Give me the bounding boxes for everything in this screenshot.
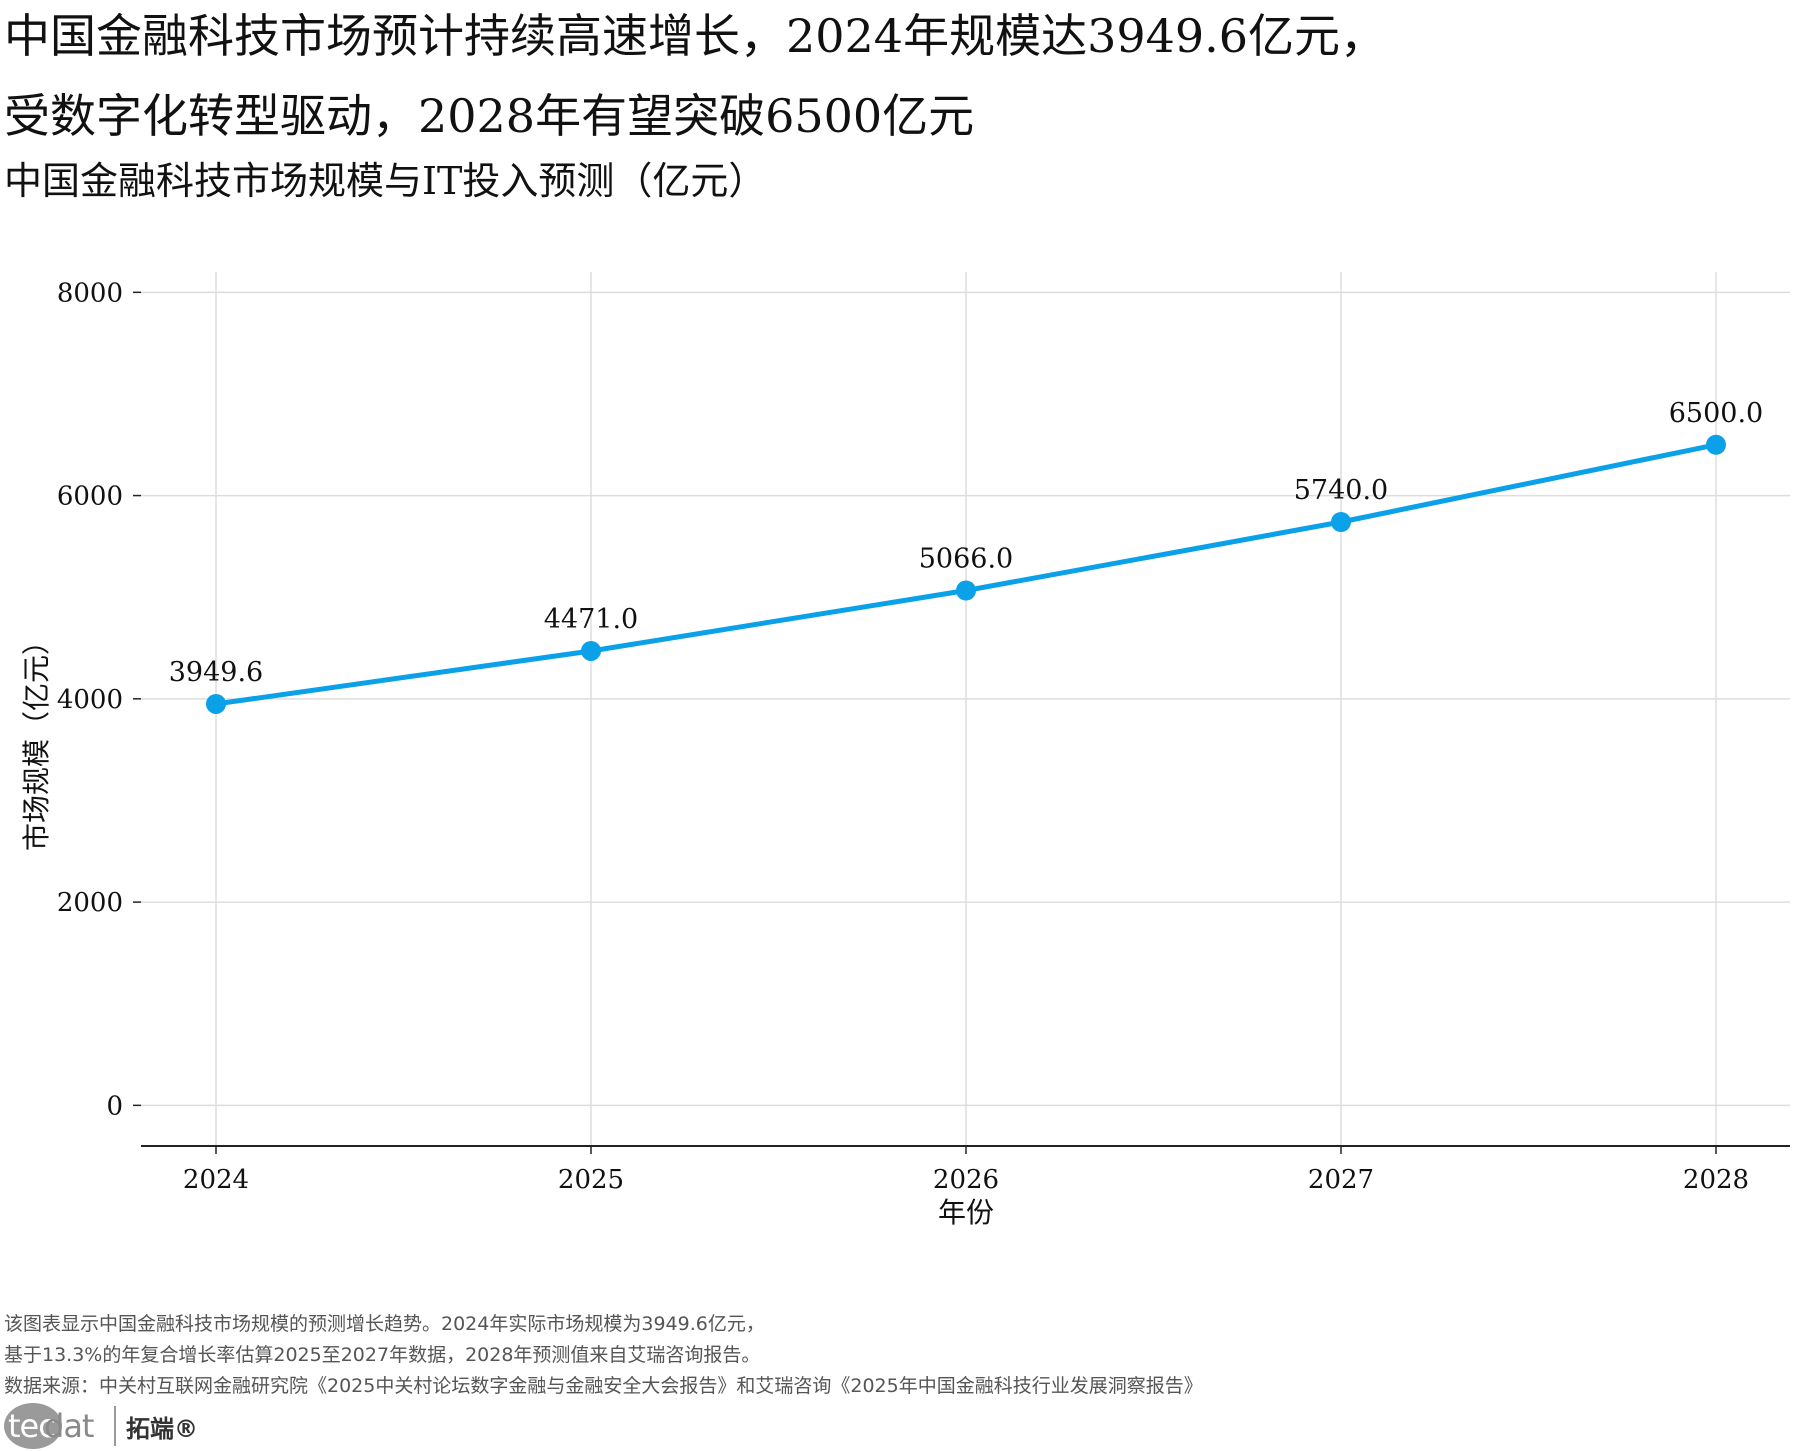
logo-divider — [114, 1406, 116, 1446]
x-tick-label: 2028 — [1683, 1165, 1749, 1195]
data-labels: 3949.6 4471.0 5066.0 5740.0 6500.0 — [169, 398, 1763, 688]
data-label: 5066.0 — [919, 544, 1013, 575]
y-tick-label: 2000 — [57, 888, 123, 918]
data-point — [1331, 512, 1351, 533]
data-label: 5740.0 — [1294, 475, 1388, 506]
headline-line-1: 中国金融科技市场预计持续高速增长，2024年规模达3949.6亿元， — [4, 9, 1387, 63]
tecdat-logo-icon: tec dat — [4, 1403, 94, 1449]
data-label: 6500.0 — [1669, 398, 1763, 429]
grid-lines — [141, 272, 1790, 1146]
x-tick-label: 2024 — [183, 1165, 249, 1195]
axes: 0 2000 4000 6000 8000 2024 2025 2026 2027 2028 — [57, 278, 1790, 1195]
brand-logo: tec dat 拓端® — [4, 1402, 198, 1450]
y-tick-label: 0 — [106, 1091, 123, 1121]
logo-word-main: tec — [8, 1407, 56, 1445]
data-point — [206, 693, 226, 714]
footnote-source: 数据来源：中关村互联网金融研究院《2025中关村论坛数字金融与金融安全大会报告》… — [4, 1375, 1203, 1397]
headline-line-2: 受数字化转型驱动，2028年有望突破6500亿元 — [4, 89, 975, 143]
footnote-description-1: 该图表显示中国金融科技市场规模的预测增长趋势。2024年实际市场规模为3949.… — [4, 1313, 765, 1335]
data-point — [956, 580, 976, 601]
data-point — [581, 640, 601, 661]
logo-name-cn: 拓端® — [126, 1414, 198, 1443]
data-label: 3949.6 — [169, 657, 263, 688]
x-axis-title: 年份 — [938, 1196, 994, 1229]
y-axis-title: 市场规模（亿元） — [20, 627, 53, 851]
x-tick-label: 2025 — [558, 1165, 624, 1195]
data-label: 4471.0 — [544, 604, 638, 635]
x-tick-label: 2027 — [1308, 1165, 1374, 1195]
footnote-description-2: 基于13.3%的年复合增长率估算2025至2027年数据，2028年预测值来自艾… — [4, 1344, 761, 1366]
series-market-size — [206, 434, 1726, 714]
logo-word-tail: dat — [44, 1407, 94, 1445]
y-tick-label: 4000 — [57, 685, 123, 715]
chart-subtitle: 中国金融科技市场规模与IT投入预测（亿元） — [4, 159, 767, 203]
y-tick-label: 8000 — [57, 278, 123, 308]
y-tick-label: 6000 — [57, 482, 123, 512]
data-point — [1706, 434, 1726, 455]
x-tick-label: 2026 — [933, 1165, 999, 1195]
